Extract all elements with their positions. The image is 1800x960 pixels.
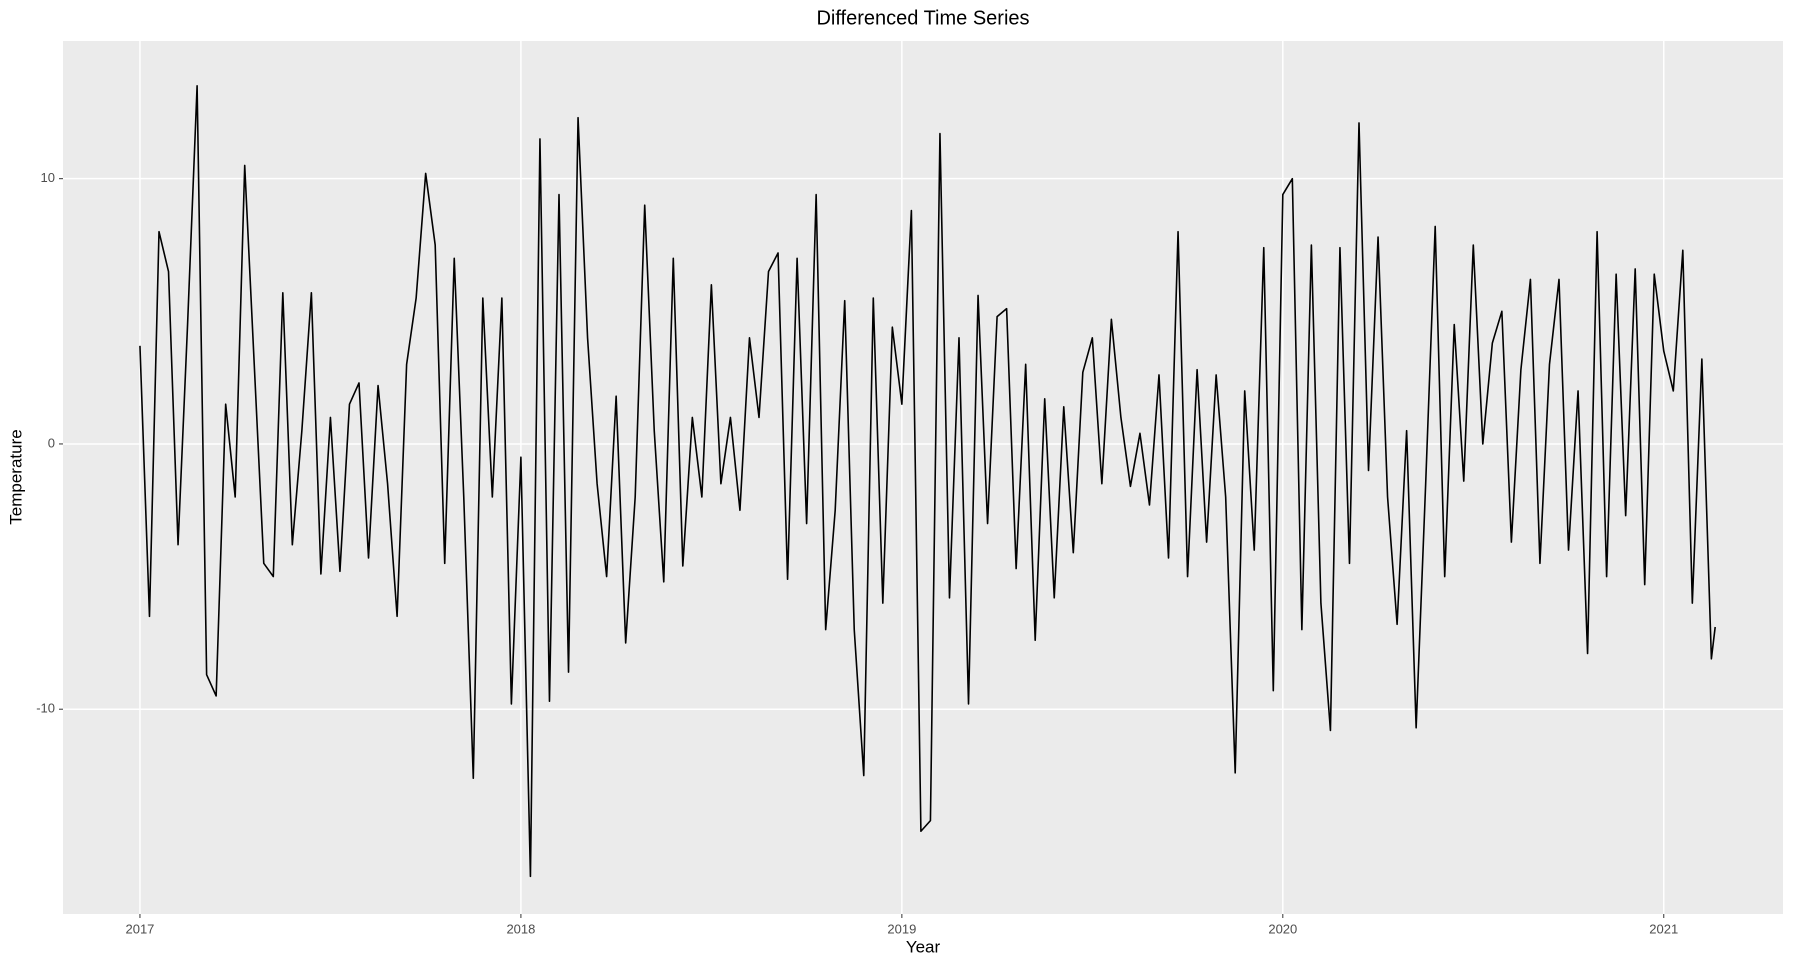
y-tick-label: 0 (48, 435, 55, 450)
y-tick-label: -10 (36, 701, 55, 716)
data-line (139, 85, 1716, 878)
x-tick-label: 2018 (506, 921, 535, 936)
x-tick-label: 2020 (1268, 921, 1297, 936)
y-tick-label: 10 (41, 170, 55, 185)
x-tick-label: 2017 (125, 921, 154, 936)
panel (63, 41, 1783, 914)
chart-title: Differenced Time Series (816, 7, 1029, 29)
x-axis-label: Year (906, 937, 941, 956)
x-tick-label: 2021 (1649, 921, 1678, 936)
y-axis-label: Temperature (6, 429, 25, 524)
x-tick-label: 2019 (887, 921, 916, 936)
